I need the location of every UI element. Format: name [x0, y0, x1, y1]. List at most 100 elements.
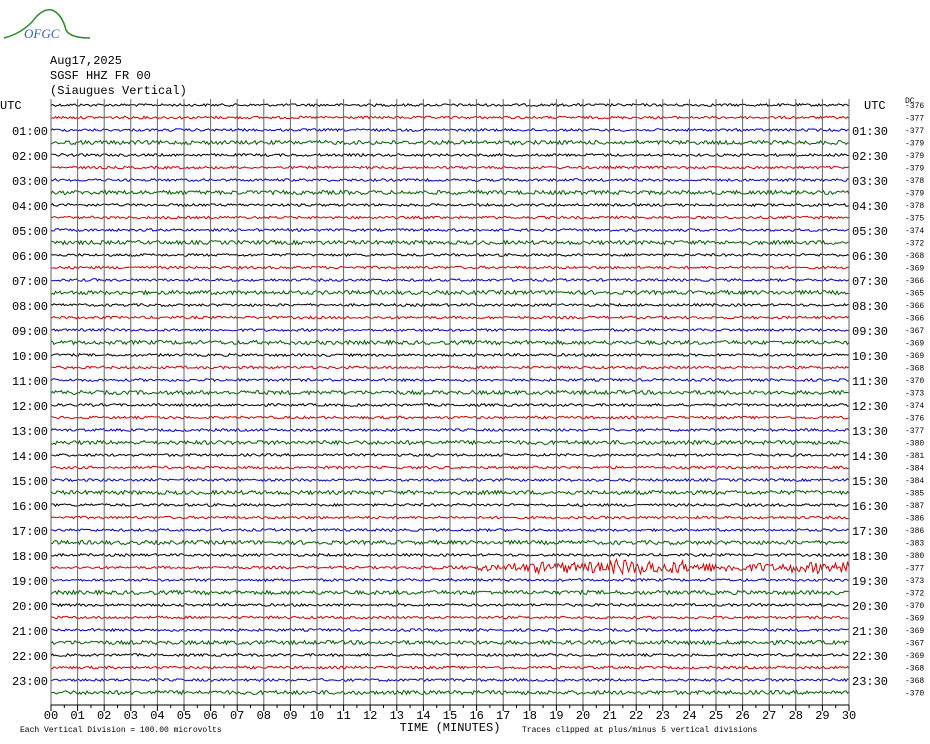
x-tick-label: 09 [283, 709, 297, 723]
logo-text: OFGC [24, 26, 60, 41]
x-tick-label: 19 [549, 709, 563, 723]
half-hour-label: 17:30 [852, 525, 888, 539]
half-hour-label: 21:30 [852, 625, 888, 639]
dc-value: -369 [905, 352, 924, 361]
dc-value: -369 [905, 340, 924, 349]
hour-label: 22:00 [12, 650, 48, 664]
half-hour-label: 20:30 [852, 600, 888, 614]
hour-label: 09:00 [12, 325, 48, 339]
half-hour-label: 16:30 [852, 500, 888, 514]
title-line: SGSF HHZ FR 00 [50, 69, 151, 83]
half-hour-label: 05:30 [852, 225, 888, 239]
hour-label: 19:00 [12, 575, 48, 589]
logo-curve [3, 9, 91, 39]
dc-value: -384 [905, 477, 924, 486]
dc-value: -369 [905, 627, 924, 636]
hour-label: 11:00 [12, 375, 48, 389]
x-tick-label: 22 [629, 709, 643, 723]
dc-value: -379 [905, 140, 924, 149]
hour-label: 01:00 [12, 125, 48, 139]
half-hour-label: 01:30 [852, 125, 888, 139]
dc-value: -370 [905, 602, 924, 611]
dc-value: -381 [905, 452, 924, 461]
x-tick-label: 29 [815, 709, 829, 723]
dc-value: -366 [905, 277, 924, 286]
hour-label: 06:00 [12, 250, 48, 264]
hour-label: 04:00 [12, 200, 48, 214]
x-tick-label: 30 [842, 709, 856, 723]
half-hour-label: 22:30 [852, 650, 888, 664]
x-tick-label: 06 [203, 709, 217, 723]
title-line: Aug17,2025 [50, 54, 122, 68]
dc-value: -386 [905, 527, 924, 536]
dc-value: -380 [905, 552, 924, 561]
hour-label: 16:00 [12, 500, 48, 514]
dc-value: -366 [905, 302, 924, 311]
half-hour-label: 04:30 [852, 200, 888, 214]
x-tick-label: 20 [576, 709, 590, 723]
x-tick-label: 14 [416, 709, 430, 723]
dc-value: -374 [905, 227, 924, 236]
dc-header: DC [905, 97, 915, 106]
half-hour-label: 07:30 [852, 275, 888, 289]
hour-label: 08:00 [12, 300, 48, 314]
half-hour-label: 12:30 [852, 400, 888, 414]
half-hour-label: 19:30 [852, 575, 888, 589]
dc-value: -377 [905, 565, 924, 574]
x-tick-label: 28 [789, 709, 803, 723]
x-tick-label: 25 [709, 709, 723, 723]
hour-label: 15:00 [12, 475, 48, 489]
hour-label: 14:00 [12, 450, 48, 464]
half-hour-label: 14:30 [852, 450, 888, 464]
x-tick-label: 16 [469, 709, 483, 723]
x-tick-label: 21 [602, 709, 616, 723]
dc-value: -365 [905, 290, 924, 299]
dc-value: -373 [905, 390, 924, 399]
x-tick-label: 24 [682, 709, 696, 723]
dc-value: -385 [905, 490, 924, 499]
footer-right: Traces clipped at plus/minus 5 vertical … [522, 726, 757, 735]
x-tick-label: 17 [496, 709, 510, 723]
dc-value: -383 [905, 540, 924, 549]
dc-value: -379 [905, 152, 924, 161]
x-tick-label: 05 [177, 709, 191, 723]
logo: OFGC [3, 9, 91, 41]
x-tick-label: 23 [656, 709, 670, 723]
half-hour-label: 09:30 [852, 325, 888, 339]
title-line: (Siaugues Vertical) [50, 84, 187, 98]
hour-label: 03:00 [12, 175, 48, 189]
hour-label: 13:00 [12, 425, 48, 439]
half-hour-label: 03:30 [852, 175, 888, 189]
x-tick-label: 10 [310, 709, 324, 723]
x-tick-label: 01 [70, 709, 84, 723]
dc-value: -369 [905, 652, 924, 661]
dc-value: -379 [905, 190, 924, 199]
dc-value: -372 [905, 590, 924, 599]
x-tick-label: 27 [762, 709, 776, 723]
half-hour-label: 10:30 [852, 350, 888, 364]
x-tick-label: 08 [257, 709, 271, 723]
hour-label: 02:00 [12, 150, 48, 164]
dc-value: -378 [905, 177, 924, 186]
dc-value: -372 [905, 240, 924, 249]
hour-label: 05:00 [12, 225, 48, 239]
dc-value: -377 [905, 127, 924, 136]
x-tick-label: 13 [390, 709, 404, 723]
dc-value: -367 [905, 327, 924, 336]
dc-value: -384 [905, 465, 924, 474]
dc-value: -379 [905, 165, 924, 174]
x-tick-label: 18 [523, 709, 537, 723]
hour-label: 10:00 [12, 350, 48, 364]
dc-value: -377 [905, 115, 924, 124]
dc-value: -368 [905, 365, 924, 374]
dc-value: -369 [905, 615, 924, 624]
x-tick-label: 02 [97, 709, 111, 723]
dc-value: -369 [905, 265, 924, 274]
dc-value: -378 [905, 202, 924, 211]
x-tick-label: 15 [443, 709, 457, 723]
hour-label: 12:00 [12, 400, 48, 414]
dc-value: -370 [905, 377, 924, 386]
dc-value: -370 [905, 690, 924, 699]
half-hour-label: 08:30 [852, 300, 888, 314]
